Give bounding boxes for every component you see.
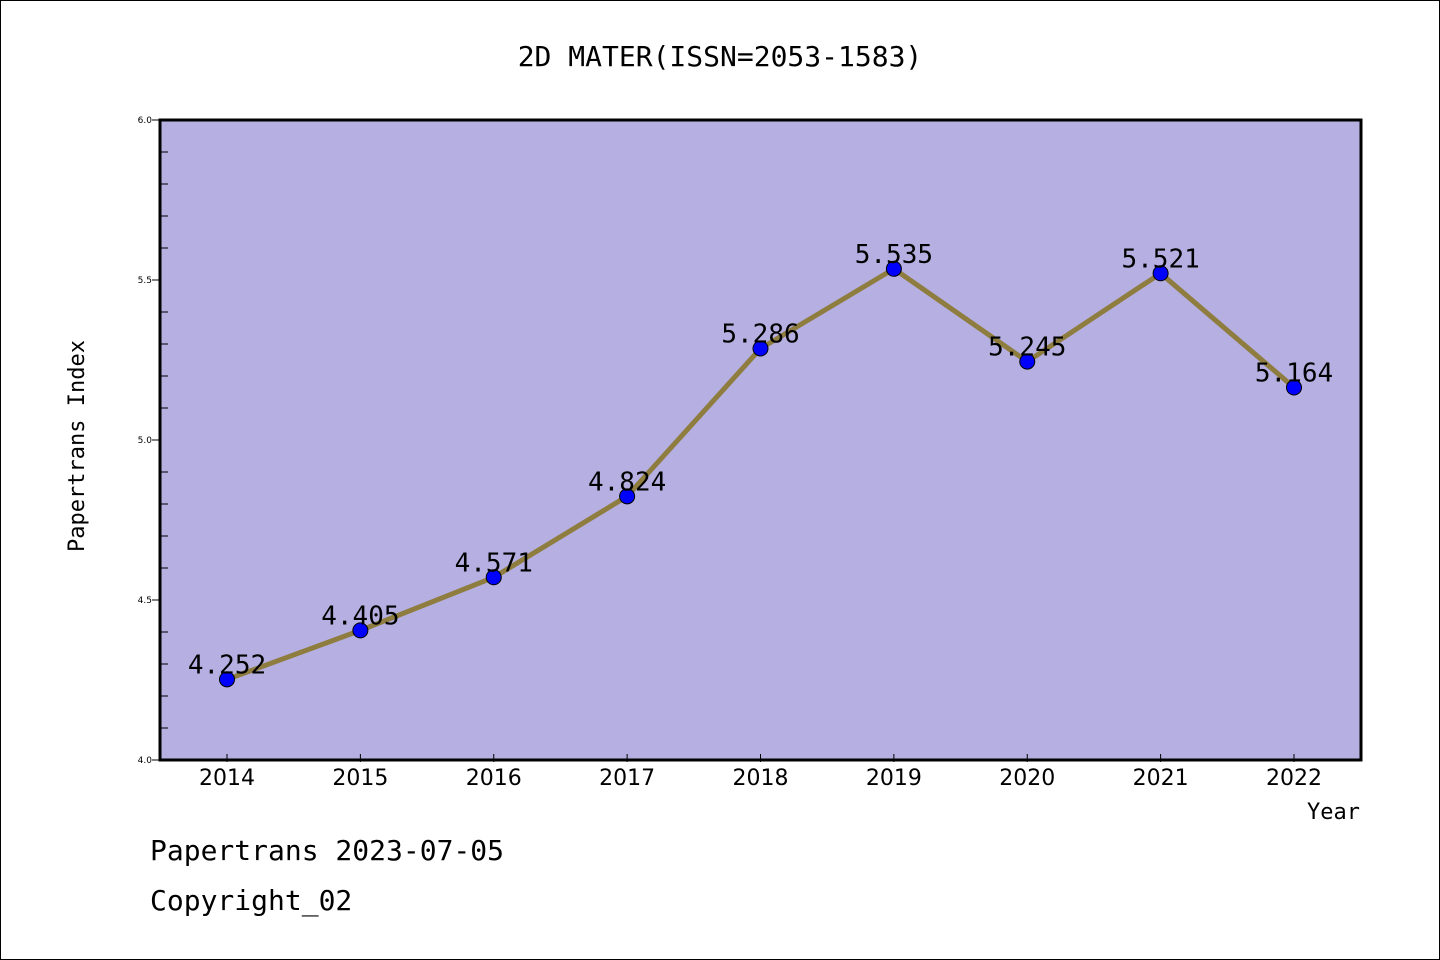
data-point: [485, 569, 502, 586]
y-tick-label: 5.0: [138, 436, 153, 446]
x-tick-label: 2017: [599, 766, 655, 791]
data-label: 5.164: [1255, 359, 1333, 389]
y-axis-label: Papertrans Index: [65, 340, 90, 552]
y-tick-label: 6.0: [138, 116, 153, 126]
data-labels: 4.252 4.405 4.571 4.824 5.286 5.535 5.245 5.521…: [188, 240, 1333, 681]
data-markers: [219, 260, 1302, 688]
data-label: 4.571: [455, 548, 533, 578]
data-label: 5.286: [721, 319, 799, 349]
y-tick-label: 4.0: [138, 756, 153, 766]
x-tick-label: 2020: [999, 766, 1055, 791]
y-tick-label: 4.5: [138, 596, 152, 606]
x-tick-label: 2016: [466, 766, 522, 791]
x-tick-label: 2015: [332, 766, 388, 791]
data-label: 5.535: [855, 240, 933, 270]
x-tick-label: 2018: [733, 766, 789, 791]
data-point: [1019, 353, 1036, 370]
data-point: [1286, 379, 1302, 396]
x-tick-label: 2014: [199, 766, 255, 791]
data-label: 5.245: [988, 333, 1066, 363]
y-tick-label: 5.5: [138, 276, 152, 286]
plot-area: [158, 118, 1363, 762]
data-point: [1152, 265, 1169, 282]
data-point: [219, 671, 235, 688]
data-point: [619, 488, 636, 505]
data-point: [352, 622, 369, 639]
x-axis-label: Year: [1307, 800, 1360, 825]
footer-date: Papertrans 2023-07-05: [150, 834, 505, 867]
x-tick-label: 2022: [1266, 766, 1322, 791]
data-label: 4.824: [588, 467, 666, 497]
data-label: 4.405: [321, 601, 399, 631]
data-point: [752, 340, 769, 357]
data-label: 4.252: [188, 650, 266, 680]
x-tick-label: 2019: [866, 766, 922, 791]
footer-copyright: Copyright_02: [150, 884, 353, 917]
data-label: 5.521: [1121, 244, 1199, 274]
y-tick-labels: 4.0 4.5 5.0 5.5 6.0: [138, 116, 153, 766]
x-tick-label: 2021: [1133, 766, 1189, 791]
axis-ticks: [152, 119, 1295, 762]
x-tick-labels: 2014 2015 2016 2017 2018 2019 2020 2021 2022: [199, 766, 1322, 791]
chart-title: 2D MATER(ISSN=2053-1583): [518, 40, 923, 73]
data-point: [885, 260, 902, 277]
